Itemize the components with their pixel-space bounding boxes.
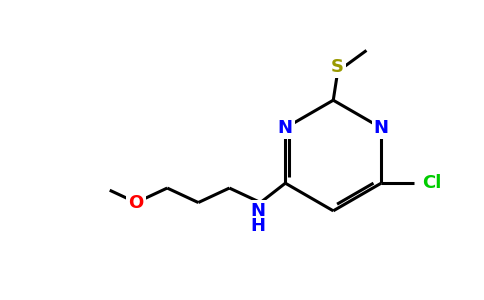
Text: N: N — [250, 202, 265, 220]
Text: O: O — [129, 194, 144, 211]
Text: H: H — [250, 217, 265, 235]
Text: S: S — [331, 58, 344, 76]
Text: N: N — [278, 119, 293, 137]
Text: Cl: Cl — [423, 174, 442, 192]
Text: N: N — [374, 119, 389, 137]
